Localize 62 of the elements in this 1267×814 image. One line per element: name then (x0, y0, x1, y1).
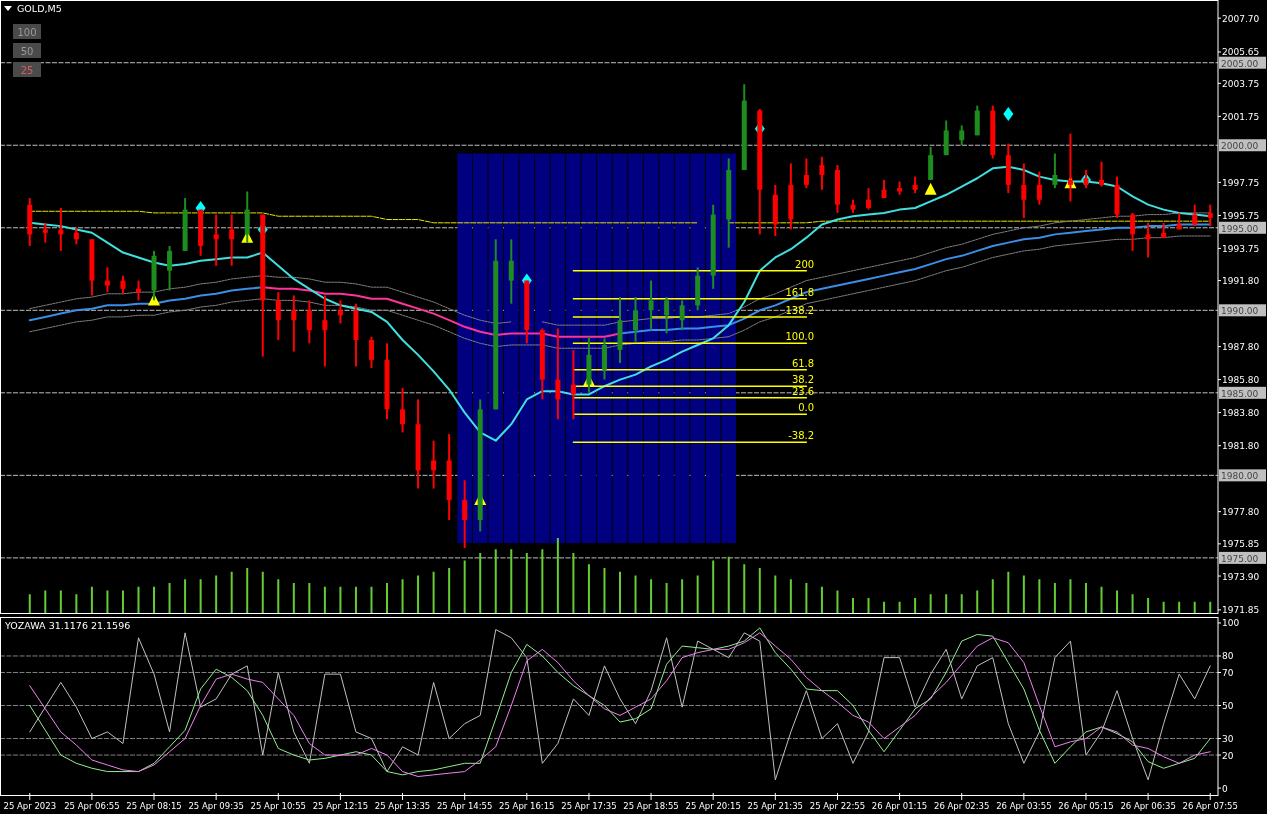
series-label: 38.2 (791, 374, 815, 386)
y-tick-label: 1975.85 (1222, 539, 1260, 550)
x-tick-label: 26 Apr 02:35 (934, 801, 990, 811)
y-tick-label: 1993.75 (1222, 243, 1260, 254)
y-tick-label: 80 (1222, 651, 1234, 662)
x-tick-label: 26 Apr 03:55 (996, 801, 1052, 811)
x-tick-label: 26 Apr 06:35 (1120, 801, 1176, 811)
x-tick-label: 26 Apr 01:15 (871, 801, 928, 811)
x-tick-label: 25 Apr 21:35 (747, 801, 804, 811)
series-label: -38.2 (788, 430, 815, 442)
y-tick-label: 30 (1222, 734, 1234, 745)
y-tick-label: 2001.75 (1222, 111, 1260, 122)
x-tick-label: 25 Apr 08:15 (126, 801, 182, 811)
x-tick-label: 25 Apr 10:55 (250, 801, 306, 811)
y-tick-label: 2003.75 (1222, 78, 1260, 89)
x-tick-label: 25 Apr 06:55 (64, 801, 120, 811)
ref-line-label: 2000.00 (1221, 141, 1259, 152)
y-tick-label: 70 (1222, 667, 1234, 678)
y-tick-label: 0 (1222, 783, 1228, 794)
y-tick-label: 1985.80 (1222, 375, 1260, 386)
x-tick-label: 25 Apr 22:55 (809, 801, 866, 811)
series-label: 200 (795, 258, 815, 270)
y-tick-label: 1997.75 (1222, 177, 1260, 188)
y-tick-label: 1973.90 (1222, 571, 1260, 582)
series-label: 23.6 (791, 385, 815, 397)
series-label: 100.0 (785, 331, 815, 343)
y-tick-label: 1995.75 (1222, 210, 1260, 221)
y-tick-label: 1987.80 (1222, 342, 1260, 353)
x-tick-label: 26 Apr 05:15 (1058, 801, 1114, 811)
ref-line-label: 1980.00 (1221, 471, 1259, 482)
x-tick-label: 26 Apr 07:55 (1182, 801, 1238, 811)
chart-title: GOLD,M5 (17, 3, 62, 14)
annotation: 50 (20, 45, 34, 57)
series-label: 61.8 (791, 357, 815, 369)
annotation: 100 (17, 26, 37, 38)
x-tick-label: 25 Apr 09:35 (188, 801, 244, 811)
x-tick-label: 25 Apr 13:35 (374, 801, 431, 811)
x-tick-label: 25 Apr 2023 (3, 801, 57, 811)
y-tick-label: 1983.80 (1222, 408, 1260, 419)
ref-line-label: 2005.00 (1221, 58, 1259, 69)
x-tick-label: 25 Apr 14:55 (436, 801, 493, 811)
y-tick-label: 1971.85 (1222, 605, 1260, 616)
y-tick-label: 2005.65 (1222, 47, 1260, 58)
ref-line-label: 1995.00 (1221, 223, 1259, 234)
ref-line-label: 1990.00 (1221, 306, 1259, 317)
y-tick-label: 1991.80 (1222, 276, 1260, 287)
x-tick-label: 25 Apr 20:15 (685, 801, 741, 811)
x-tick-label: 25 Apr 12:15 (312, 801, 369, 811)
annotation: 25 (20, 64, 34, 76)
x-tick-label: 25 Apr 18:55 (623, 801, 679, 811)
y-tick-label: 2007.70 (1222, 13, 1260, 24)
y-tick-label: 100 (1222, 618, 1240, 629)
series-label: 0.0 (798, 402, 815, 414)
y-tick-label: 1977.80 (1222, 507, 1260, 518)
y-tick-label: 50 (1222, 701, 1234, 712)
ref-line-label: 1975.00 (1221, 553, 1259, 564)
chart-title: YOZAWA 31.1176 21.1596 (4, 620, 131, 631)
y-tick-label: 1981.80 (1222, 441, 1260, 452)
x-tick-label: 25 Apr 17:35 (561, 801, 617, 811)
x-tick-label: 25 Apr 16:15 (499, 801, 555, 811)
ref-line-label: 1985.00 (1221, 388, 1259, 399)
y-tick-label: 20 (1222, 750, 1234, 761)
